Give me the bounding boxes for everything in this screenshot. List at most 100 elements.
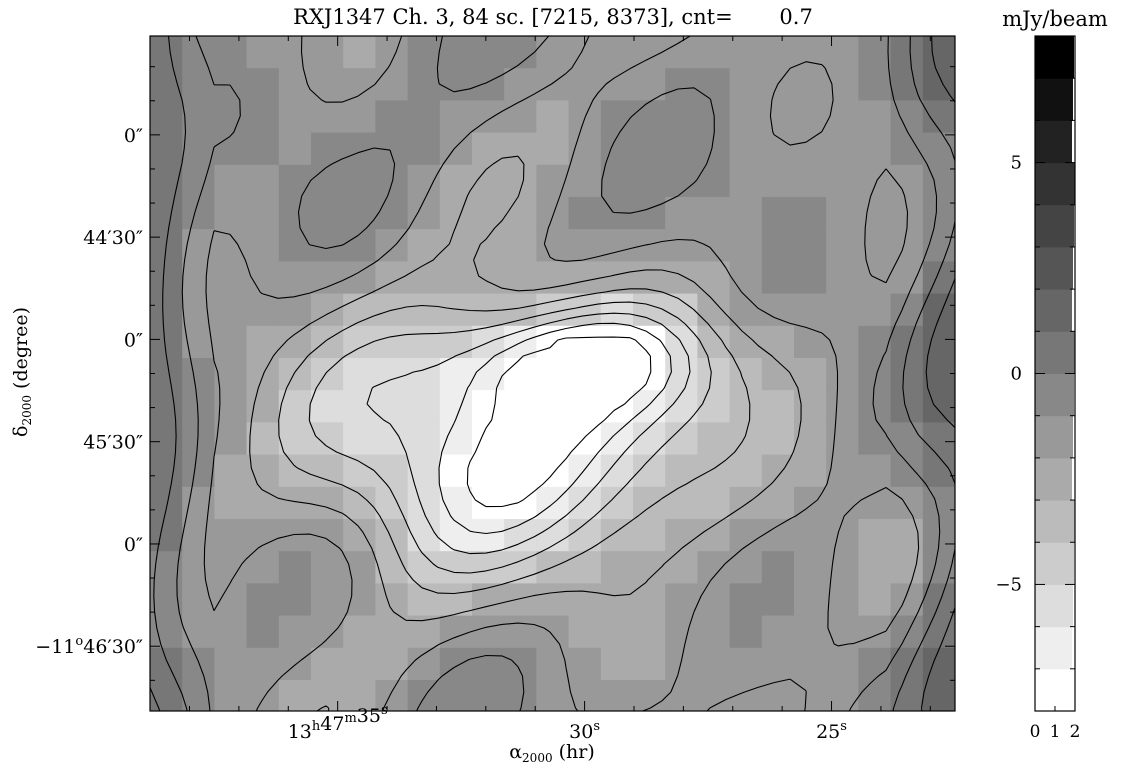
heatmap-cell (246, 519, 280, 552)
heatmap-cell (407, 229, 441, 262)
heatmap-cell (182, 615, 215, 649)
heatmap-cell (311, 358, 344, 391)
heatmap-cell (439, 164, 473, 198)
heatmap-cell (697, 358, 731, 391)
heatmap-cell (665, 486, 698, 520)
heatmap-cell (472, 358, 505, 391)
heatmap-cell (568, 358, 602, 391)
heatmap-cell (278, 422, 312, 456)
heatmap-cell (536, 100, 570, 134)
heatmap-cell (729, 36, 763, 69)
heatmap-cell (794, 229, 827, 262)
heatmap-cell (890, 261, 924, 295)
heatmap-cell (375, 358, 409, 391)
colorbar-band (1035, 542, 1074, 585)
heatmap-cell (472, 647, 505, 681)
heatmap-cell (439, 229, 473, 262)
heatmap-cell (407, 293, 441, 327)
heatmap-cell (472, 197, 505, 230)
heatmap-cell (665, 583, 698, 617)
y-tick-label: 44′30″ (83, 227, 143, 249)
heatmap-cell (600, 358, 634, 391)
heatmap-cell (214, 325, 248, 359)
heatmap-cell (504, 68, 537, 101)
heatmap-cell (246, 36, 280, 69)
heatmap-cell (150, 422, 183, 456)
heatmap-cell (150, 132, 183, 166)
heatmap-cell (246, 422, 280, 456)
heatmap-cell (633, 615, 666, 649)
heatmap (150, 36, 955, 711)
heatmap-cell (761, 261, 795, 295)
heatmap-cell (536, 132, 570, 166)
heatmap-cell (922, 680, 955, 711)
heatmap-cell (343, 100, 376, 134)
heatmap-cell (890, 229, 924, 262)
heatmap-cell (407, 68, 441, 101)
heatmap-cell (697, 390, 731, 423)
heatmap-cell (665, 100, 698, 134)
colorbar-band (1035, 246, 1073, 290)
heatmap-cell (729, 647, 763, 681)
heatmap-cell (858, 132, 892, 166)
heatmap-cell (729, 100, 763, 134)
heatmap-cell (439, 100, 473, 134)
heatmap-cell (633, 647, 666, 681)
heatmap-cell (826, 293, 859, 327)
heatmap-cell (311, 680, 344, 711)
heatmap-cell (729, 486, 763, 520)
heatmap-cell (246, 454, 280, 488)
heatmap-cell (665, 519, 698, 552)
heatmap-cell (858, 164, 892, 198)
heatmap-cell (246, 583, 280, 617)
heatmap-cell (858, 100, 892, 134)
heatmap-cell (568, 261, 602, 295)
heatmap-cell (729, 164, 763, 198)
heatmap-cell (794, 325, 827, 359)
heatmap-cell (600, 229, 634, 262)
heatmap-cell (311, 36, 344, 69)
heatmap-cell (214, 486, 248, 520)
heatmap-cell (922, 551, 955, 584)
heatmap-cell (536, 390, 570, 423)
heatmap-cell (858, 68, 892, 101)
heatmap-cell (343, 358, 376, 391)
heatmap-cell (858, 551, 892, 584)
y-tick-label: 0″ (124, 329, 143, 351)
heatmap-cell (343, 486, 376, 520)
heatmap-cell (697, 68, 731, 101)
heatmap-cell (246, 100, 280, 134)
colorbar-tick-label: −5 (995, 574, 1022, 595)
heatmap-cell (182, 197, 215, 230)
heatmap-cell (375, 454, 409, 488)
heatmap-cell (214, 422, 248, 456)
heatmap-cell (794, 583, 827, 617)
heatmap-cell (214, 454, 248, 488)
heatmap-cell (407, 164, 441, 198)
heatmap-cell (375, 390, 409, 423)
heatmap-cell (633, 197, 666, 230)
heatmap-cell (890, 647, 924, 681)
heatmap-cell (536, 68, 570, 101)
heatmap-cell (729, 293, 763, 327)
heatmap-cell (890, 358, 924, 391)
heatmap-cell (826, 132, 859, 166)
heatmap-cell (375, 325, 409, 359)
heatmap-cell (182, 229, 215, 262)
heatmap-cell (697, 519, 731, 552)
heatmap-cell (858, 390, 892, 423)
heatmap-cell (246, 132, 280, 166)
heatmap-cell (761, 229, 795, 262)
contour-line (466, 336, 652, 508)
heatmap-cell (214, 132, 248, 166)
heatmap-cell (794, 422, 827, 456)
heatmap-cell (761, 293, 795, 327)
contour-line (366, 312, 691, 555)
heatmap-cell (568, 164, 602, 198)
heatmap-cell (858, 454, 892, 488)
heatmap-cell (794, 551, 827, 584)
heatmap-cell (407, 519, 441, 552)
heatmap-cell (761, 615, 795, 649)
heatmap-cell (182, 358, 215, 391)
heatmap-cell (407, 680, 441, 711)
